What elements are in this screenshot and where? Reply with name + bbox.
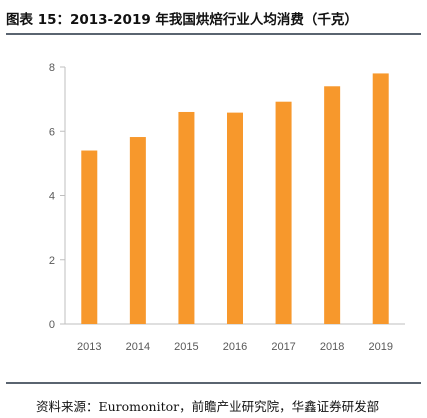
bar [372, 73, 389, 324]
y-tick-label: 4 [49, 191, 55, 203]
x-tick-label: 2019 [368, 341, 392, 353]
x-tick-label: 2015 [174, 341, 198, 353]
bar [275, 101, 292, 324]
x-axis: 2013 2014 2015 2016 2017 2018 2019 [65, 323, 405, 353]
y-tick-label: 0 [49, 319, 55, 331]
bar [81, 150, 98, 324]
y-tick-label: 6 [49, 126, 55, 138]
y-tick-label: 8 [49, 62, 55, 74]
x-tick-label: 2018 [320, 341, 344, 353]
title-divider [6, 33, 421, 35]
bar [129, 137, 146, 324]
source-note: 资料来源：Euromonitor，前瞻产业研究院，华鑫证券研发部 [36, 399, 380, 414]
x-tick-label: 2013 [77, 341, 101, 353]
footer-divider [6, 382, 421, 384]
bar [227, 112, 243, 325]
y-tick-label: 2 [49, 255, 55, 267]
x-tick-label: 2017 [271, 341, 295, 353]
bar [324, 86, 341, 325]
y-axis: 0 2 4 6 8 [49, 62, 66, 331]
chart-title: 图表 15：2013-2019 年我国烘焙行业人均消费（千克） [6, 12, 358, 28]
bars [81, 73, 389, 325]
x-tick-label: 2016 [223, 341, 247, 353]
x-tick-label: 2014 [126, 341, 150, 353]
bar [178, 111, 195, 324]
